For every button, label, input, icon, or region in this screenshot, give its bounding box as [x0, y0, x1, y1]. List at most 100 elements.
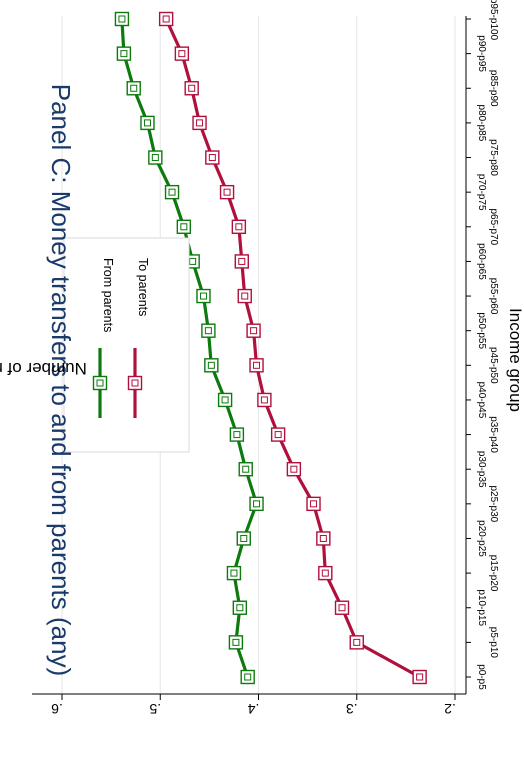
data-point-marker [140, 115, 155, 131]
legend-label: To parents [136, 258, 150, 316]
axes: .2 .3 .4 .5 .6 p0-p5p5-p10p10-p15p15-p20p20-p… [32, 0, 499, 717]
data-point-marker [217, 392, 233, 408]
chart-title: Panel C: Money transfers to and from par… [46, 84, 76, 677]
data-point-marker [349, 635, 364, 650]
legend-label: From parents [101, 258, 115, 332]
data-point-marker-inner [353, 638, 361, 646]
value-tick-label: .4 [247, 701, 259, 717]
category-tick-label: p15-p20 [488, 555, 499, 592]
data-point-marker [228, 635, 244, 650]
data-point-marker [148, 150, 163, 165]
data-point-marker [196, 288, 211, 304]
data-point-marker-inner [168, 188, 176, 196]
category-tick-label: p25-p30 [488, 485, 499, 522]
data-point-marker [249, 496, 264, 512]
category-tick-label: p70-p75 [476, 174, 487, 211]
data-point-marker [201, 323, 216, 338]
category-tick-label: p50-p55 [476, 312, 487, 349]
legend-box [63, 237, 190, 453]
data-point-marker-inner [310, 500, 318, 508]
data-point-marker [334, 600, 350, 615]
category-tick-label: p55-p60 [488, 278, 499, 315]
data-point-marker [176, 219, 192, 234]
data-point-marker [234, 254, 249, 269]
x-axis-title: Income group [506, 308, 524, 412]
legend-marker [127, 375, 143, 391]
category-tick-label: p0-p5 [476, 664, 487, 690]
y-axis-title: Number of months [0, 359, 87, 378]
data-point-marker-inner [321, 569, 329, 577]
series [114, 11, 427, 685]
category-tick-label: p40-p45 [476, 382, 487, 419]
category-tick-label: p45-p50 [488, 347, 499, 384]
data-point-marker [238, 462, 253, 477]
category-tick-label: p10-p15 [476, 589, 487, 626]
data-point-marker-inner [338, 604, 346, 612]
data-point-marker-inner [180, 223, 188, 231]
data-point-marker [192, 115, 207, 131]
data-point-marker [126, 81, 141, 96]
data-point-marker-inner [178, 50, 186, 58]
data-point-marker-inner [199, 292, 207, 300]
value-tick-label: .5 [149, 701, 161, 717]
data-point-marker [236, 531, 251, 546]
data-point-marker-inner [151, 154, 159, 162]
data-point-marker-inner [416, 673, 424, 681]
data-point-marker [174, 46, 190, 61]
grid [61, 16, 456, 694]
data-point-marker-inner [230, 569, 238, 577]
data-point-marker-inner [118, 15, 126, 23]
data-point-marker-inner [319, 534, 327, 542]
labels: Panel C: Money transfers to and from par… [0, 84, 524, 677]
data-point-marker-inner [250, 327, 258, 335]
data-point-marker-inner [221, 396, 229, 404]
data-point-marker [237, 288, 252, 304]
category-tick-label: p65-p70 [488, 208, 499, 245]
value-tick-label: .6 [51, 701, 63, 717]
data-point-marker [412, 669, 427, 685]
value-tick-label: .2 [444, 701, 456, 717]
data-point-marker-inner [130, 84, 138, 92]
data-point-marker [270, 427, 286, 442]
data-point-marker [257, 392, 272, 408]
category-tick-label: p85-p90 [488, 70, 499, 107]
data-point-marker [249, 358, 264, 373]
data-point-marker-inner [204, 327, 212, 335]
data-point-marker [116, 46, 132, 61]
category-tick-label: p20-p25 [476, 520, 487, 557]
data-point-marker-inner [232, 638, 240, 646]
legend-marker-inner [96, 379, 104, 387]
data-point-marker [231, 219, 247, 234]
data-point-marker-inner [244, 673, 252, 681]
category-tick-label: p30-p35 [476, 451, 487, 488]
data-point-marker [158, 11, 174, 27]
data-point-marker-inner [290, 465, 298, 473]
data-point-marker [240, 669, 255, 685]
data-point-marker-inner [240, 534, 248, 542]
data-point-marker-inner [253, 361, 261, 369]
category-tick-label: p90-p95 [476, 35, 487, 72]
data-point-marker [204, 358, 219, 373]
data-point-marker-inner [207, 361, 215, 369]
data-point-marker-inner [236, 604, 244, 612]
data-point-marker [114, 11, 130, 27]
data-point-marker-inner [260, 396, 268, 404]
data-point-marker [246, 323, 261, 338]
data-point-marker-inner [223, 188, 231, 196]
data-point-marker [205, 150, 220, 165]
data-point-marker-inner [208, 154, 216, 162]
data-point-marker [232, 600, 248, 615]
data-point-marker-inner [162, 15, 170, 23]
data-point-marker [286, 462, 302, 477]
data-point-marker [164, 184, 180, 200]
data-point-marker-inner [242, 465, 250, 473]
category-tick-label: p35-p40 [488, 416, 499, 453]
data-point-marker-inner [274, 431, 282, 439]
data-point-marker-inner [233, 431, 241, 439]
category-tick-label: p95-p100 [488, 0, 499, 41]
data-point-marker-inner [241, 292, 249, 300]
data-point-marker [306, 496, 321, 512]
data-point-marker-inner [143, 119, 151, 127]
